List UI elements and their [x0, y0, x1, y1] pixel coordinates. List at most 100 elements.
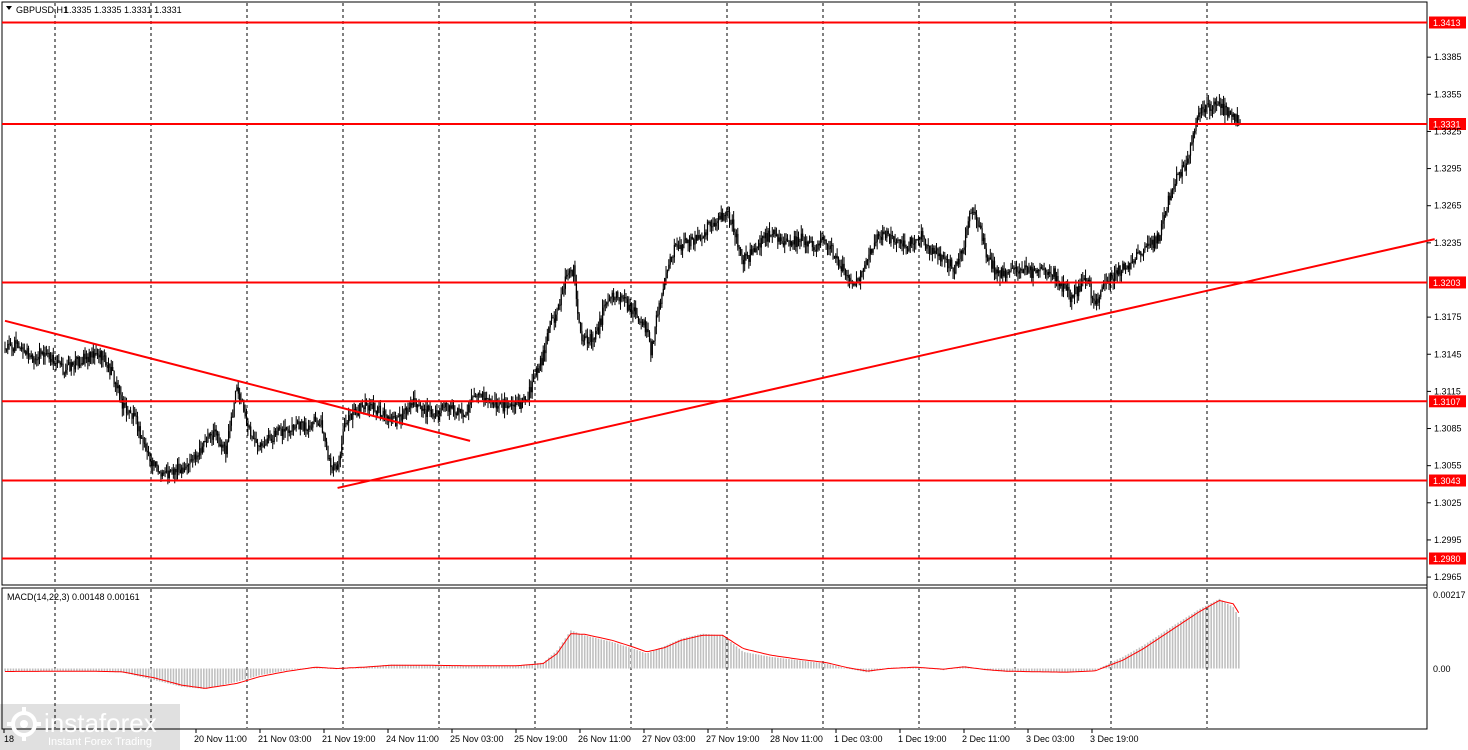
candle-body — [149, 453, 151, 461]
candle-body — [1217, 101, 1219, 106]
candle-body — [12, 348, 14, 352]
candle-body — [996, 269, 998, 274]
candle-body — [1154, 236, 1156, 249]
candle-body — [1231, 114, 1233, 117]
candle-body — [424, 408, 426, 410]
candle-body — [239, 393, 241, 401]
candle-body — [988, 257, 990, 261]
candle-body — [261, 443, 263, 446]
candle-body — [1120, 271, 1123, 276]
candle-body — [791, 241, 793, 246]
candle-body — [1187, 158, 1189, 164]
macd-hist-bar — [1152, 638, 1155, 669]
macd-hist-bar — [139, 668, 142, 677]
candle-body — [660, 302, 662, 305]
candle-body — [978, 225, 980, 227]
macd-hist-bar — [848, 668, 851, 670]
macd-hist-bar — [412, 665, 415, 669]
macd-hist-bar — [639, 651, 641, 669]
candle-body — [755, 248, 757, 253]
macd-hist-bar — [1188, 615, 1190, 669]
candle-body — [838, 258, 840, 267]
candle-body — [775, 234, 778, 237]
macd-hist-bar — [398, 664, 401, 669]
candle-body — [586, 335, 589, 344]
candle-body — [742, 259, 744, 265]
candle-body — [451, 404, 453, 409]
candle-body — [1141, 254, 1143, 256]
candle-body — [701, 238, 703, 240]
candle-body — [854, 283, 856, 286]
candle-body — [763, 235, 765, 239]
candle-body — [476, 395, 478, 398]
dropdown-triangle-icon[interactable] — [6, 6, 12, 10]
macd-hist-bar — [70, 668, 73, 672]
candle-body — [473, 395, 475, 397]
candle-body — [254, 438, 256, 440]
macd-hist-bar — [1146, 642, 1149, 669]
candle-body — [795, 236, 797, 247]
candle-body — [593, 338, 595, 340]
candle-body — [1036, 269, 1038, 273]
macd-hist-bar — [258, 668, 260, 676]
macd-hist-bar — [109, 668, 111, 673]
candle-body — [688, 239, 691, 247]
candle-body — [263, 444, 266, 447]
candle-body — [951, 259, 953, 268]
candle-body — [753, 248, 756, 253]
candle-body — [553, 318, 555, 323]
candle-body — [702, 236, 704, 239]
candle-body — [1040, 266, 1043, 269]
candle-body — [727, 211, 729, 213]
candle-body — [695, 235, 698, 241]
candle-body — [223, 444, 226, 446]
candle-body — [506, 405, 509, 409]
candle-body — [29, 356, 31, 358]
candle-body — [1079, 285, 1081, 292]
candle-body — [595, 330, 597, 340]
candle-body — [236, 387, 238, 391]
macd-hist-bar — [111, 668, 114, 673]
macd-hist-bar — [788, 659, 790, 669]
candle-body — [504, 399, 506, 412]
candle-body — [1028, 270, 1030, 273]
price-tick-label: 1.2995 — [1434, 535, 1462, 545]
candle-body — [814, 250, 816, 252]
candle-body — [302, 421, 304, 431]
macd-hist-bar — [669, 643, 672, 669]
candle-body — [1125, 268, 1127, 270]
candle-body — [1169, 195, 1171, 201]
candle-body — [310, 427, 313, 429]
candle-body — [530, 387, 532, 393]
candle-body — [316, 418, 318, 424]
macd-hist-bar — [628, 647, 630, 669]
candle-body — [875, 241, 877, 243]
candle-body — [201, 446, 204, 453]
macd-hist-bar — [423, 665, 426, 669]
macd-hist-bar — [512, 665, 514, 669]
macd-hist-bar — [379, 665, 382, 669]
macd-hist-bar — [1064, 668, 1066, 673]
candle-body — [343, 423, 346, 432]
candle-body — [1062, 283, 1065, 292]
candle-body — [455, 413, 457, 415]
macd-layer — [4, 598, 1240, 689]
candle-body — [993, 260, 996, 275]
candle-body — [563, 288, 565, 294]
candle-body — [287, 428, 289, 433]
macd-hist-bar — [686, 637, 688, 669]
candle-body — [1039, 266, 1041, 272]
candle-body — [225, 445, 227, 455]
macd-hist-bar — [465, 665, 467, 669]
candle-body — [977, 220, 979, 227]
candle-body — [1227, 107, 1229, 117]
macd-hist-bar — [760, 655, 763, 669]
macd-hist-bar — [559, 646, 561, 669]
candle-body — [1056, 276, 1058, 282]
candle-body — [1196, 117, 1199, 123]
macd-hist-bar — [156, 668, 158, 681]
macd-hist-bar — [503, 665, 506, 669]
macd-hist-bar — [443, 665, 445, 669]
macd-hist-bar — [1003, 668, 1006, 672]
